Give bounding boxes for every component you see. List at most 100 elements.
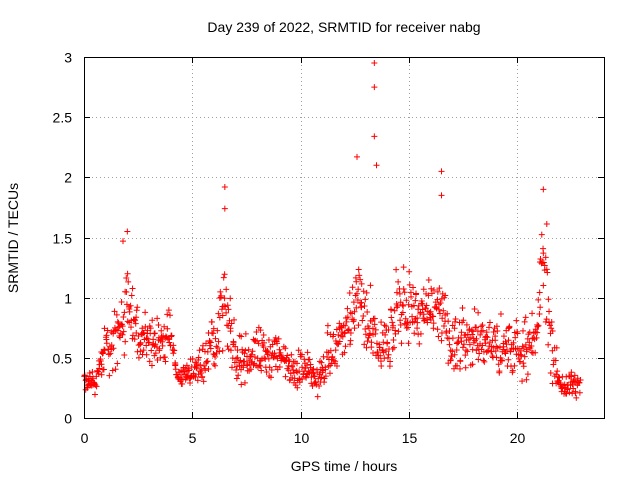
data-point <box>409 313 416 320</box>
data-point <box>382 331 389 338</box>
data-point <box>354 297 361 304</box>
data-point <box>114 360 121 367</box>
data-point <box>418 297 425 304</box>
data-point <box>362 296 369 303</box>
data-point <box>315 375 322 382</box>
data-point <box>235 372 242 379</box>
data-point <box>392 330 399 337</box>
data-point <box>127 302 134 309</box>
data-point <box>123 274 130 281</box>
data-point <box>240 364 247 371</box>
data-point <box>378 319 385 326</box>
data-point <box>372 330 379 337</box>
data-point <box>343 318 350 325</box>
data-point <box>453 347 460 354</box>
data-point <box>480 357 487 364</box>
data-point <box>232 343 239 350</box>
y-tick-label: 0 <box>64 411 72 427</box>
data-point <box>282 373 289 380</box>
data-point <box>425 277 432 283</box>
data-point <box>238 333 245 340</box>
data-point <box>568 373 575 380</box>
data-point <box>302 365 309 372</box>
data-point <box>114 327 121 334</box>
y-tick-label: 3 <box>64 50 72 66</box>
data-point <box>139 325 146 332</box>
data-point <box>420 286 427 293</box>
data-point <box>250 361 257 368</box>
data-point <box>520 345 527 352</box>
data-point <box>97 357 104 364</box>
data-point <box>543 220 550 227</box>
data-point <box>367 282 374 289</box>
data-point <box>238 381 245 388</box>
data-point <box>469 361 476 368</box>
data-point <box>107 350 114 357</box>
data-point <box>104 327 111 334</box>
data-point <box>227 325 234 332</box>
data-point <box>276 363 283 370</box>
data-point <box>353 304 360 311</box>
data-point <box>499 357 506 364</box>
data-point <box>93 383 100 390</box>
data-point <box>477 331 484 338</box>
data-point <box>434 288 441 295</box>
data-point <box>514 330 521 337</box>
data-point <box>218 306 225 313</box>
data-point <box>318 359 325 366</box>
data-point <box>247 366 254 373</box>
data-point <box>198 370 205 377</box>
data-point <box>373 162 380 169</box>
data-point <box>500 333 507 340</box>
data-point <box>122 338 129 345</box>
data-point <box>171 347 178 354</box>
data-point <box>117 334 124 341</box>
data-point <box>134 348 141 355</box>
data-point <box>166 339 173 346</box>
data-point <box>363 344 370 351</box>
data-point <box>208 329 215 336</box>
data-point <box>364 338 371 345</box>
data-point <box>152 350 159 357</box>
data-point <box>125 278 132 285</box>
data-point <box>303 362 310 369</box>
data-point <box>274 355 281 362</box>
data-point <box>547 369 554 376</box>
data-point <box>98 361 105 368</box>
data-point <box>244 361 251 368</box>
data-point <box>299 375 306 382</box>
x-tick-label: 10 <box>294 430 310 446</box>
data-point <box>308 374 315 381</box>
data-point <box>410 284 417 291</box>
data-point <box>167 312 174 319</box>
data-point <box>423 302 430 309</box>
grid <box>84 57 604 418</box>
data-point <box>438 337 445 344</box>
data-point <box>128 324 135 331</box>
data-point <box>541 262 548 269</box>
data-point <box>372 326 379 333</box>
data-point <box>430 325 437 332</box>
data-point <box>140 329 147 336</box>
data-point <box>241 379 248 386</box>
data-point <box>212 353 219 360</box>
data-point <box>221 205 228 212</box>
data-point <box>544 269 551 276</box>
data-point <box>371 315 378 322</box>
data-point <box>524 335 531 342</box>
data-point <box>195 354 202 361</box>
data-point <box>452 316 459 323</box>
data-point <box>240 358 247 365</box>
data-point <box>463 347 470 354</box>
data-point <box>390 336 397 343</box>
data-point <box>124 270 131 277</box>
data-point <box>483 333 490 340</box>
data-point <box>393 266 400 273</box>
data-point <box>391 307 398 314</box>
data-point <box>411 330 418 337</box>
data-point <box>187 379 194 386</box>
data-point <box>481 358 488 365</box>
data-point <box>545 341 552 348</box>
x-tick-label: 15 <box>402 430 418 446</box>
data-point <box>436 310 443 317</box>
